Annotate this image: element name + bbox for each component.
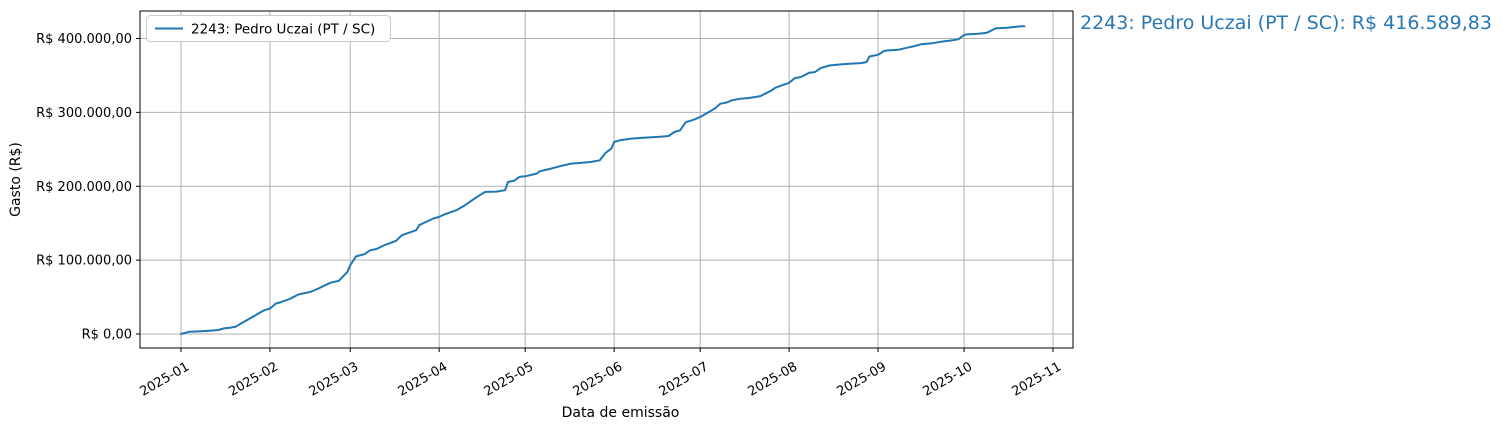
x-tick-label: 2025-05 [482, 359, 537, 399]
y-tick-label: R$ 200.000,00 [36, 180, 132, 195]
x-tick-label: 2025-06 [571, 359, 626, 399]
legend: 2243: Pedro Uczai (PT / SC) [146, 15, 391, 42]
x-tick-label: 2025-11 [1009, 359, 1064, 399]
x-tick-label: 2025-01 [137, 359, 192, 399]
spending-line [180, 25, 1026, 335]
legend-entry-label: 2243: Pedro Uczai (PT / SC) [191, 22, 375, 38]
grid-lines [140, 11, 1073, 348]
y-tick-label: R$ 100.000,00 [36, 254, 132, 269]
x-tick-label: 2025-10 [921, 359, 976, 399]
x-tick-label: 2025-03 [307, 359, 362, 399]
x-tick-label: 2025-07 [657, 359, 712, 399]
x-tick-label: 2025-09 [834, 359, 889, 399]
x-tick-label: 2025-02 [226, 359, 281, 399]
x-axis-label: Data de emissão [562, 405, 680, 421]
axes-frame [139, 10, 1074, 349]
x-tick-label: 2025-04 [396, 359, 451, 399]
tick-labels: 2025-01 2025-02 2025-03 2025-04 2025-05 2025-… [36, 32, 1064, 400]
x-tick-label: 2025-08 [746, 359, 801, 399]
y-tick-label: R$ 0,00 [82, 328, 132, 343]
y-tick-label: R$ 400.000,00 [36, 32, 132, 47]
y-axis-label: Gasto (R$) [8, 142, 24, 217]
y-tick-label: R$ 300.000,00 [36, 106, 132, 121]
legend-box [146, 15, 391, 42]
tick-marks [136, 38, 1054, 352]
total-spending-annotation: 2243: Pedro Uczai (PT / SC): R$ 416.589,… [1080, 12, 1492, 34]
